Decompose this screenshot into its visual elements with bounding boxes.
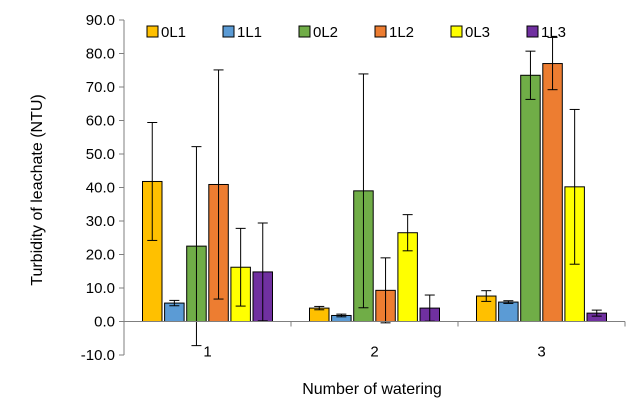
- y-tick-label: 50.0: [86, 146, 115, 163]
- legend-label: 0L2: [313, 24, 338, 41]
- legend-swatch: [146, 25, 159, 38]
- y-tick-label: 80.0: [86, 46, 115, 63]
- error-bar-1L2-2: [380, 257, 391, 324]
- legend-item-0L2: 0L2: [298, 24, 338, 41]
- error-bar-1L1-3: [503, 300, 514, 304]
- error-bar-1L3-1: [257, 222, 268, 322]
- x-axis-title: Number of watering: [302, 381, 442, 398]
- error-bar-1L1-1: [169, 299, 180, 307]
- error-bar-0L1-2: [314, 305, 325, 311]
- x-tick-label: 2: [370, 344, 378, 361]
- y-tick-label: -10.0: [81, 347, 115, 364]
- error-bar-1L2-1: [213, 69, 224, 300]
- legend-swatch: [374, 25, 387, 38]
- y-tick-label: 20.0: [86, 247, 115, 264]
- y-tick-label: 0.0: [94, 314, 115, 331]
- error-bar-0L2-1: [191, 146, 202, 347]
- error-bar-0L3-3: [569, 108, 580, 265]
- y-tick-label: 60.0: [86, 113, 115, 130]
- error-bar-1L3-3: [591, 309, 602, 317]
- legend-item-1L3: 1L3: [526, 24, 566, 41]
- legend-item-0L3: 0L3: [450, 24, 490, 41]
- legend-item-1L1: 1L1: [222, 24, 262, 41]
- y-tick-label: 70.0: [86, 79, 115, 96]
- y-tick-label: 10.0: [86, 280, 115, 297]
- legend-swatch: [298, 25, 311, 38]
- bar-0L2-3: [520, 74, 541, 323]
- legend: 0L1 1L1 0L2 1L2 0L3 1L3: [146, 24, 566, 41]
- legend-swatch: [450, 25, 463, 38]
- y-tick-label: 30.0: [86, 213, 115, 230]
- x-tick-label: 1: [203, 344, 211, 361]
- y-axis-title: Turbidity of leachate (NTU): [29, 94, 46, 285]
- error-bar-0L1-1: [147, 122, 158, 241]
- error-bar-1L2-3: [547, 36, 558, 91]
- bar-1L2-3: [542, 63, 563, 323]
- legend-item-0L1: 0L1: [146, 24, 186, 41]
- legend-swatch: [222, 25, 235, 38]
- y-tick-label: 90.0: [86, 12, 115, 29]
- legend-item-1L2: 1L2: [374, 24, 414, 41]
- legend-label: 1L2: [389, 24, 414, 41]
- legend-label: 1L3: [541, 24, 566, 41]
- error-bar-0L1-3: [481, 290, 492, 302]
- x-tick-label: 3: [537, 344, 545, 361]
- legend-swatch: [526, 25, 539, 38]
- legend-label: 0L3: [465, 24, 490, 41]
- legend-label: 1L1: [237, 24, 262, 41]
- bar-1L1-3: [498, 301, 519, 323]
- error-bar-0L2-2: [358, 73, 369, 309]
- plot-area: -10.0 0.0 10.0 20.0 30.0 40.0 50.0 60.0 70.0 80.0…: [81, 12, 626, 364]
- error-bar-1L1-2: [336, 313, 347, 318]
- y-tick-label: 40.0: [86, 180, 115, 197]
- error-bar-0L3-2: [402, 214, 413, 252]
- legend-label: 0L1: [161, 24, 186, 41]
- error-bar-0L3-1: [235, 227, 246, 307]
- error-bar-0L2-3: [525, 50, 536, 100]
